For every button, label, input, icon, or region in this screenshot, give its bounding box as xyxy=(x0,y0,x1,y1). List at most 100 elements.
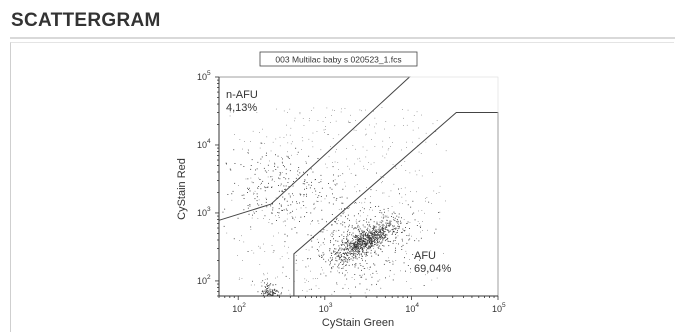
event-dot xyxy=(326,167,328,169)
event-dot xyxy=(263,290,265,292)
event-dot xyxy=(292,201,293,203)
event-dot xyxy=(354,163,355,165)
event-dot xyxy=(404,187,406,189)
event-dot xyxy=(439,211,441,213)
event-dot xyxy=(398,188,399,190)
event-dot xyxy=(346,242,348,244)
event-dot xyxy=(267,164,269,166)
event-dot xyxy=(383,228,384,229)
event-dot xyxy=(272,290,273,291)
event-dot xyxy=(238,279,240,280)
event-dot xyxy=(323,129,325,131)
event-dot xyxy=(302,290,303,291)
event-dot xyxy=(343,231,345,233)
event-dot xyxy=(377,239,379,241)
event-dot xyxy=(332,193,333,195)
event-dot xyxy=(364,241,365,242)
event-dot xyxy=(384,236,386,238)
event-dot xyxy=(346,251,348,253)
event-dot xyxy=(268,291,270,293)
event-dot xyxy=(376,237,377,239)
event-dot xyxy=(353,257,355,259)
event-dot xyxy=(344,181,346,183)
event-dot xyxy=(341,202,343,204)
event-dot xyxy=(358,251,360,253)
event-dot xyxy=(315,190,317,192)
event-dot xyxy=(289,212,291,214)
event-dot xyxy=(384,240,386,242)
event-dot xyxy=(274,290,276,291)
event-dot xyxy=(358,231,360,233)
event-dot xyxy=(435,131,437,132)
event-dot xyxy=(360,239,362,240)
event-dot xyxy=(367,236,369,238)
event-dot xyxy=(353,242,355,244)
event-dot xyxy=(345,257,346,259)
event-dot xyxy=(395,228,397,230)
event-dot xyxy=(223,225,225,227)
event-dot xyxy=(284,198,286,200)
event-dot xyxy=(264,289,266,291)
event-dot xyxy=(352,232,354,234)
event-dot xyxy=(337,252,339,254)
event-dot xyxy=(363,234,365,236)
event-dot xyxy=(248,187,250,189)
event-dot xyxy=(383,233,385,235)
event-dot xyxy=(326,230,328,231)
event-dot xyxy=(369,236,371,238)
event-dot xyxy=(403,219,405,220)
event-dot xyxy=(346,237,348,239)
event-dot xyxy=(380,226,381,228)
event-dot xyxy=(367,233,369,235)
event-dot xyxy=(352,248,354,250)
event-dot xyxy=(363,168,365,170)
event-dot xyxy=(266,136,268,138)
event-dot xyxy=(336,219,337,221)
event-dot xyxy=(366,187,367,188)
event-dot xyxy=(359,235,361,237)
event-dot xyxy=(311,240,313,242)
event-dot xyxy=(298,174,299,176)
event-dot xyxy=(354,274,356,275)
event-dot xyxy=(289,134,291,136)
event-dot xyxy=(239,139,241,140)
event-dot xyxy=(405,200,407,202)
event-dot xyxy=(388,231,390,233)
event-dot xyxy=(365,255,367,257)
event-dot xyxy=(389,270,391,272)
event-dot xyxy=(376,223,378,225)
event-dot xyxy=(341,244,343,246)
event-dot xyxy=(379,210,381,211)
event-dot xyxy=(275,215,276,217)
event-dot xyxy=(315,278,316,279)
event-dot xyxy=(374,242,375,243)
event-dot xyxy=(389,225,390,227)
event-dot xyxy=(373,221,375,223)
event-dot xyxy=(356,184,358,185)
event-dot xyxy=(259,246,261,248)
event-dot xyxy=(364,201,366,203)
event-dot xyxy=(355,227,357,229)
event-dot xyxy=(349,254,351,256)
event-dot xyxy=(369,238,370,240)
event-dot xyxy=(261,182,262,184)
event-dot xyxy=(247,152,248,153)
event-dot xyxy=(414,219,416,221)
event-dot xyxy=(256,196,258,198)
event-dot xyxy=(313,237,314,239)
event-dot xyxy=(328,259,329,261)
event-dot xyxy=(361,248,363,250)
event-dot xyxy=(283,191,284,192)
event-dot xyxy=(262,280,264,282)
event-dot xyxy=(347,261,349,263)
event-dot xyxy=(357,245,359,247)
event-dot xyxy=(253,193,255,194)
event-dot xyxy=(261,204,263,206)
event-dot xyxy=(370,239,372,241)
event-dot xyxy=(369,209,370,211)
event-dot xyxy=(397,221,399,223)
event-dot xyxy=(359,237,361,239)
event-dot xyxy=(355,255,356,257)
event-dot xyxy=(279,174,281,176)
event-dot xyxy=(362,251,364,253)
